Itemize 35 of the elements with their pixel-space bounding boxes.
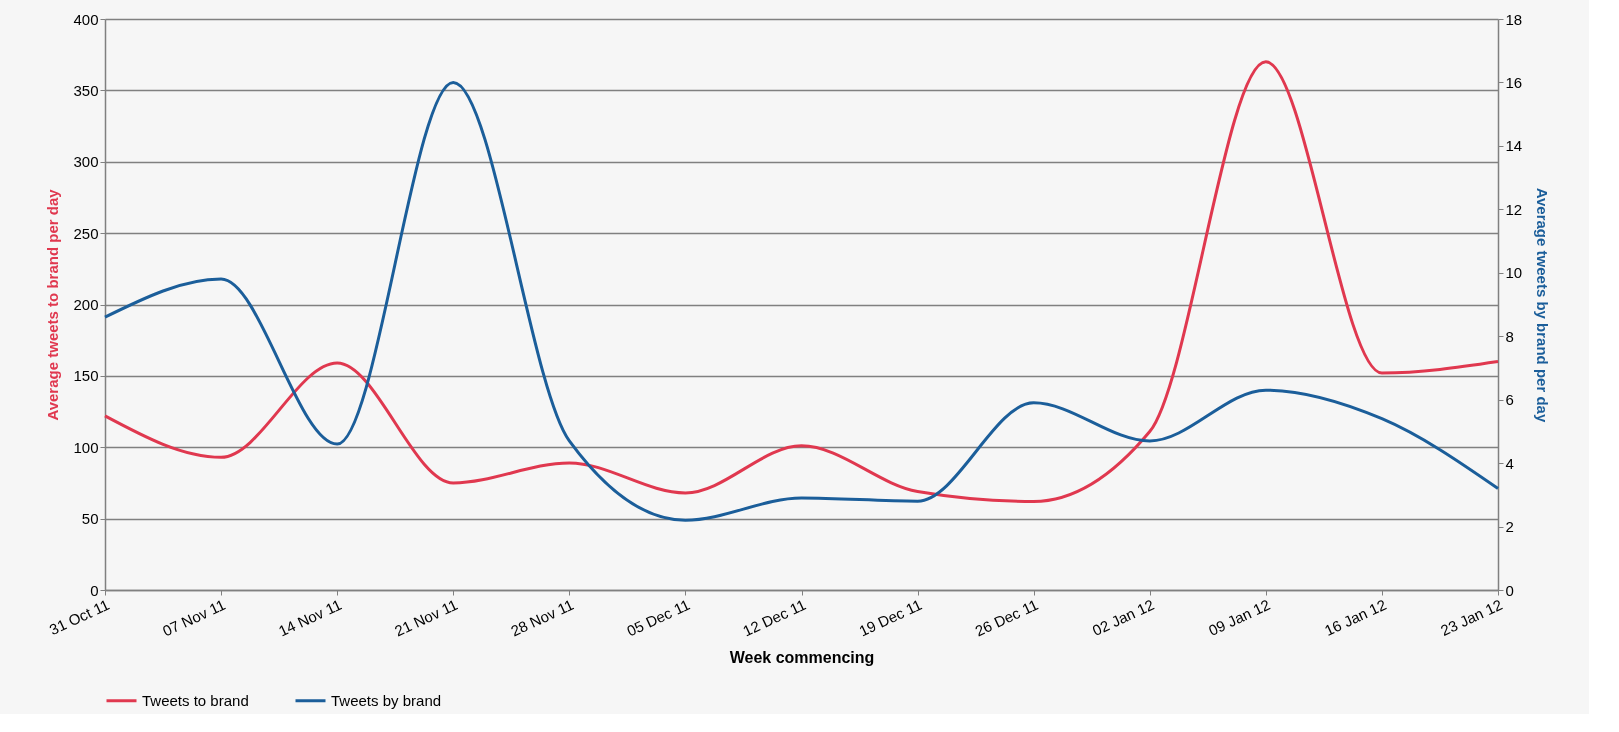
y-tick-label: 150 [73, 367, 99, 385]
y-tick-label: 250 [73, 224, 99, 242]
x-tick-label: 19 Dec 11 [856, 595, 925, 640]
x-tick-label: 28 Nov 11 [508, 595, 577, 640]
x-tick-label: 07 Nov 11 [159, 595, 228, 640]
y-tick-label: 300 [73, 153, 99, 171]
x-axis-title: Week commencing [729, 648, 875, 666]
x-tick-label: 16 Jan 12 [1321, 595, 1389, 639]
y-tick-label: 400 [73, 10, 99, 28]
y2-tick-label: 14 [1505, 137, 1523, 155]
y-tick-label: 50 [81, 510, 99, 528]
y-tick-label: 200 [73, 296, 99, 313]
y2-tick-label: 16 [1505, 73, 1523, 91]
y-axis-title: Average tweets to brand per day [44, 188, 62, 421]
y-tick-label: 350 [73, 81, 99, 99]
legend-label: Tweets to brand [142, 691, 249, 709]
y2-tick-label: 6 [1505, 391, 1514, 409]
legend-label: Tweets by brand [331, 691, 442, 709]
y-tick-label: 100 [73, 438, 99, 456]
y2-tick-label: 2 [1505, 518, 1514, 536]
y2-tick-label: 4 [1505, 454, 1514, 472]
x-tick-label: 09 Jan 12 [1205, 595, 1273, 639]
y2-tick-label: 18 [1505, 10, 1523, 28]
x-tick-label: 12 Dec 11 [740, 595, 809, 640]
y2-axis-title: Average tweets by brand per day [1534, 187, 1552, 423]
x-tick-label: 21 Nov 11 [391, 595, 461, 640]
x-tick-label: 02 Jan 12 [1089, 595, 1157, 639]
x-tick-label: 23 Jan 12 [1437, 595, 1505, 639]
y2-tick-label: 10 [1505, 264, 1523, 282]
x-tick-label: 14 Nov 11 [275, 595, 345, 640]
y2-tick-label: 12 [1505, 200, 1523, 218]
y2-tick-label: 0 [1505, 581, 1514, 599]
x-tick-label: 26 Dec 11 [972, 595, 1041, 640]
x-tick-label: 05 Dec 11 [624, 595, 693, 640]
y2-tick-label: 8 [1505, 327, 1514, 345]
